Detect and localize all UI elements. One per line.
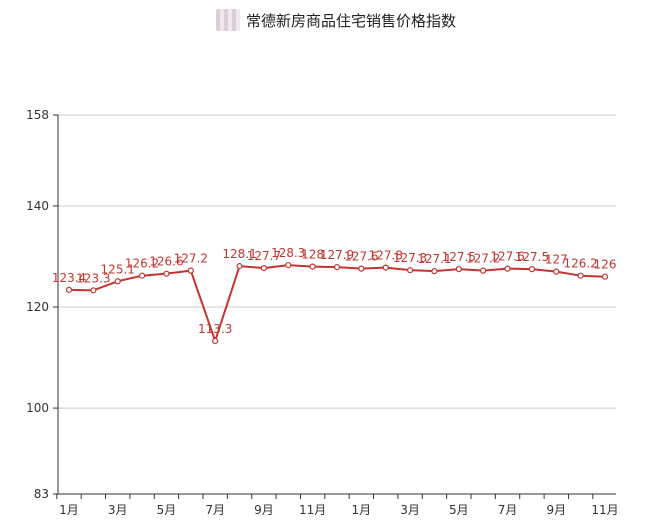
chart-title: 常德新房商品住宅销售价格指数 <box>246 12 457 30</box>
x-tick-label: 11月 <box>591 503 618 517</box>
x-tick-label: 1月 <box>352 503 372 517</box>
data-point <box>260 265 268 272</box>
data-point <box>114 278 121 285</box>
data-point <box>309 263 316 270</box>
data-label: 127.2 <box>466 252 500 266</box>
data-point <box>601 273 609 280</box>
data-label: 126.2 <box>125 257 159 271</box>
data-point <box>138 272 146 279</box>
data-label: 128.3 <box>271 246 305 260</box>
data-point <box>236 262 243 270</box>
y-tick-label: 140 <box>26 199 49 213</box>
legend-icon[interactable] <box>216 9 240 31</box>
data-label: 127.3 <box>393 251 427 265</box>
series-line <box>68 264 606 342</box>
data-point <box>65 286 73 293</box>
data-point <box>382 264 389 271</box>
data-label: 126.2 <box>563 257 597 271</box>
data-label: 128.1 <box>222 247 256 261</box>
y-tick-label: 83 <box>34 487 49 501</box>
data-point <box>504 265 511 272</box>
data-label: 127.7 <box>247 249 281 263</box>
data-point <box>480 267 487 274</box>
y-tick-label: 100 <box>26 401 49 415</box>
y-tick-label: 158 <box>26 108 49 122</box>
data-point <box>528 266 536 273</box>
data-label: 126.6 <box>149 255 183 269</box>
data-label: 127.5 <box>515 250 549 264</box>
data-point <box>406 267 414 274</box>
data-point <box>358 265 365 272</box>
data-point <box>553 268 560 275</box>
data-point <box>163 270 170 277</box>
data-label: 128 <box>301 248 324 262</box>
data-point <box>455 266 462 273</box>
data-label: 127.6 <box>490 250 524 264</box>
y-tick-label: 120 <box>26 300 49 314</box>
x-tick-label: 5月 <box>157 503 177 517</box>
x-tick-label: 9月 <box>546 503 566 517</box>
x-tick-label: 11月 <box>299 503 326 517</box>
data-point <box>187 267 194 274</box>
data-label: 127.9 <box>320 248 354 262</box>
data-point <box>333 264 341 271</box>
data-point <box>212 337 219 344</box>
x-tick-label: 7月 <box>498 503 518 517</box>
x-tick-label: 1月 <box>59 503 79 517</box>
data-label: 127 <box>545 253 568 267</box>
x-tick-label: 9月 <box>254 503 274 517</box>
data-label: 127.1 <box>417 252 451 266</box>
data-label: 113.3 <box>198 322 232 336</box>
data-label: 126 <box>594 258 617 272</box>
data-point <box>431 268 438 275</box>
data-label: 127.6 <box>344 250 378 264</box>
data-label: 123.3 <box>76 271 110 285</box>
x-tick-label: 3月 <box>108 503 128 517</box>
data-label: 123.4 <box>52 271 86 285</box>
x-tick-label: 5月 <box>449 503 469 517</box>
data-point <box>285 261 292 269</box>
data-point <box>90 287 97 294</box>
data-label: 127.8 <box>369 249 403 263</box>
data-point <box>577 272 584 279</box>
data-label: 125.1 <box>101 262 135 276</box>
data-label: 127.2 <box>174 252 208 266</box>
x-tick-label: 3月 <box>400 503 420 517</box>
x-tick-label: 7月 <box>205 503 225 517</box>
data-label: 127.5 <box>442 250 476 264</box>
